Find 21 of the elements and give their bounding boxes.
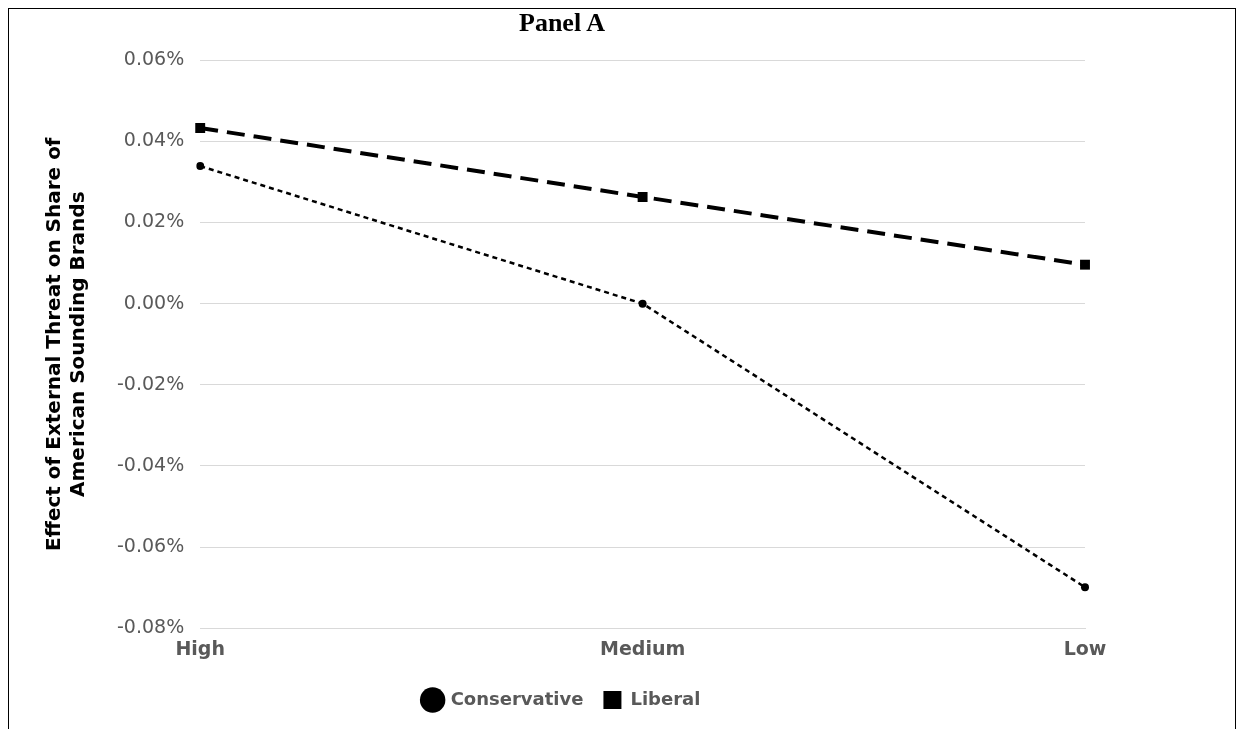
point	[1081, 583, 1089, 592]
y-tick-label: -0.04%	[117, 452, 185, 475]
x-tick-label: Low	[1063, 636, 1107, 659]
point	[638, 299, 647, 308]
x-tick-label: High	[175, 636, 225, 659]
y-tick-label: 0.06%	[123, 47, 185, 70]
y-tick-label: 0.00%	[123, 290, 185, 313]
point	[196, 162, 205, 171]
point	[637, 191, 648, 202]
point	[195, 123, 206, 133]
point	[1080, 259, 1090, 270]
y-tick-label: 0.02%	[123, 209, 185, 232]
x-tick-label: Medium	[599, 636, 686, 659]
chart-title: Panel A	[519, 8, 606, 38]
y-tick-label: 0.04%	[123, 128, 185, 151]
y-tick-label: -0.08%	[117, 615, 185, 638]
legend-label: Conservative	[450, 687, 584, 709]
legend-label: Liberal	[630, 687, 701, 709]
y-axis-title: Effect of External Threat on Share of American Sounding Brands	[41, 137, 90, 551]
y-tick-label: -0.06%	[117, 533, 185, 556]
y-tick-label: -0.02%	[117, 371, 185, 394]
